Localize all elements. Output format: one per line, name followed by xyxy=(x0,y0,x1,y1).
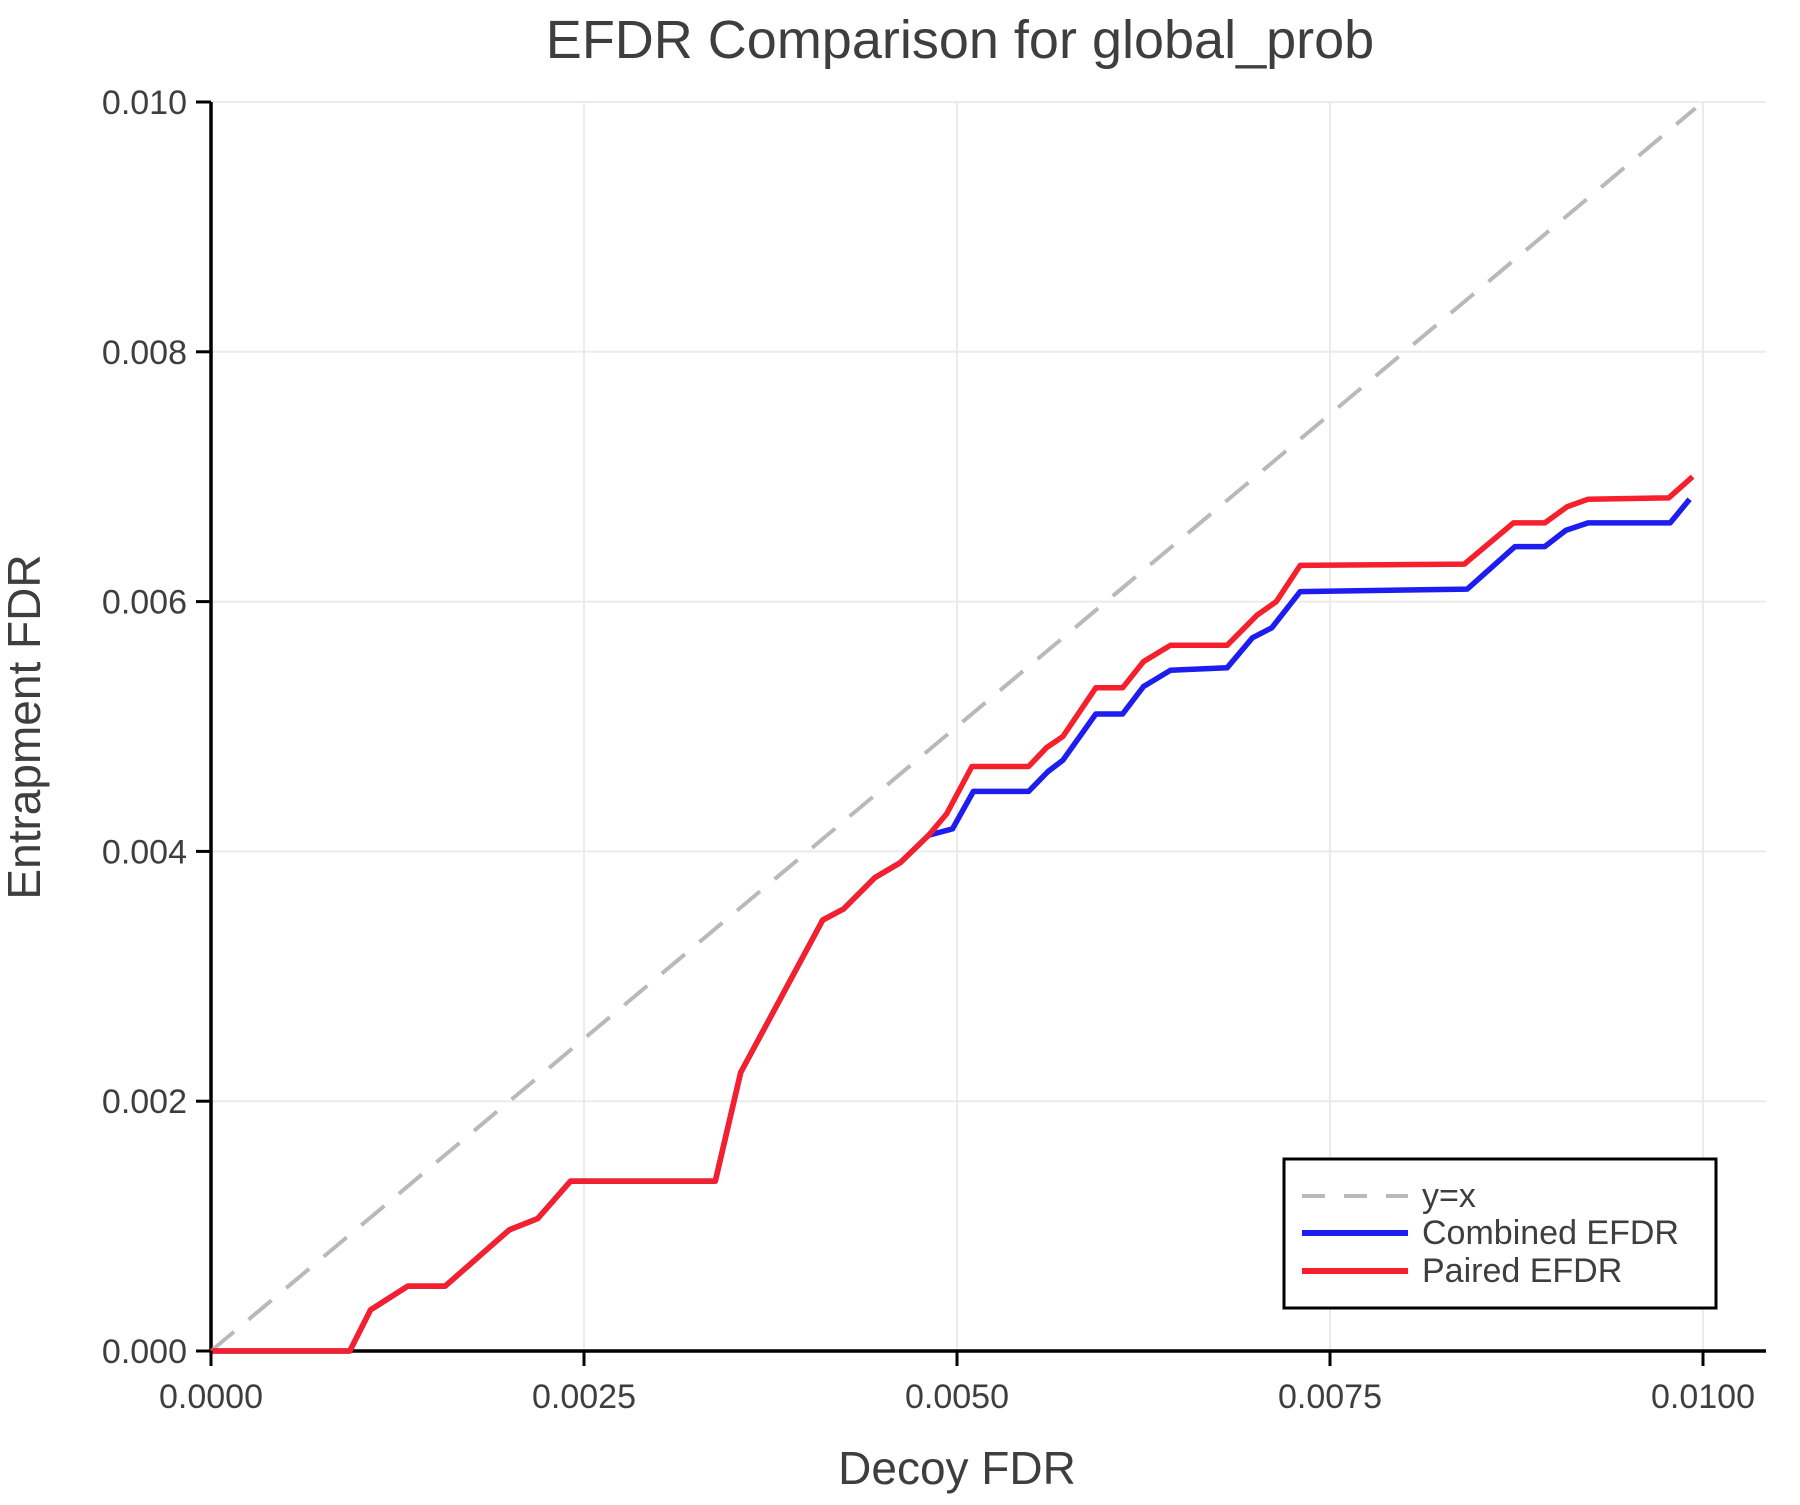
y-tick-labels: 0.000 0.002 0.004 0.006 0.008 0.010 xyxy=(102,84,187,1371)
x-tick-label: 0.0025 xyxy=(532,1378,636,1416)
x-tick-label: 0.0050 xyxy=(905,1378,1009,1416)
x-tick-label: 0.0100 xyxy=(1651,1378,1755,1416)
x-tick-label: 0.0000 xyxy=(159,1378,263,1416)
x-tick-label: 0.0075 xyxy=(1278,1378,1382,1416)
y-tick-label: 0.010 xyxy=(102,84,187,122)
y-tick-label: 0.002 xyxy=(102,1083,187,1121)
y-tick-label: 0.008 xyxy=(102,334,187,372)
y-tick-label: 0.004 xyxy=(102,833,187,871)
legend-label-yx: y=x xyxy=(1422,1177,1476,1215)
x-tick-labels: 0.0000 0.0025 0.0050 0.0075 0.0100 xyxy=(159,1378,1755,1416)
y-tick-label: 0.000 xyxy=(102,1333,187,1371)
tick-marks xyxy=(196,100,1705,1366)
legend: y=x Combined EFDR Paired EFDR xyxy=(1282,1157,1718,1310)
y-tick-label: 0.006 xyxy=(102,584,187,622)
legend-label-combined: Combined EFDR xyxy=(1422,1214,1679,1252)
y-axis-label: Entrapment FDR xyxy=(0,554,50,899)
x-axis-label: Decoy FDR xyxy=(838,1442,1076,1494)
series-line-paired xyxy=(211,474,1695,1354)
data-series xyxy=(209,106,1697,1354)
chart-title: EFDR Comparison for global_prob xyxy=(546,10,1374,70)
gridlines xyxy=(211,101,1766,1351)
axes-spines xyxy=(209,102,1766,1353)
series-line-yx xyxy=(209,106,1697,1353)
legend-label-paired: Paired EFDR xyxy=(1422,1252,1622,1290)
